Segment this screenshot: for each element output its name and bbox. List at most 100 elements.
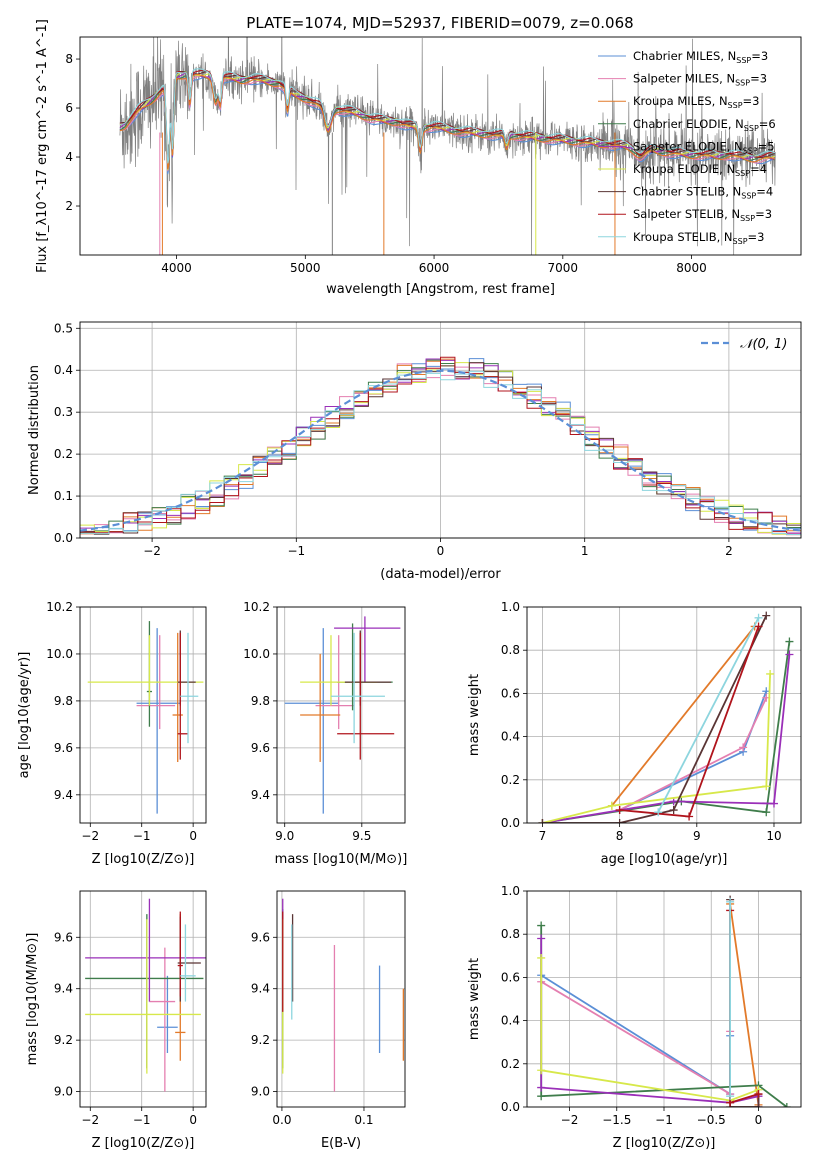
axes-age-vs-mass: 9.0 9.5 9.4 9.6 9.8 10.0 10.2 mass [log10(M/M⊙)… [243,600,407,867]
weight-marker [754,613,763,622]
x-tick-label: −1 [655,1113,673,1127]
y-axis-label: mass weight [467,674,482,756]
x-tick-label: −2 [561,1113,579,1127]
weight-line [542,615,768,823]
weight-line-kroupa-miles [726,899,763,1107]
x-tick-label: −1 [287,544,305,558]
y-tick-label: 10.2 [46,600,73,614]
plot-area [85,898,206,1092]
plot-area [119,37,776,255]
legend-label: Chabrier ELODIE, NSSP=6 [633,117,776,133]
y-tick-label: 0.0 [501,1100,520,1114]
x-tick-label: 0 [189,829,197,843]
axes-weight-vs-age: 7 8 9 10 0.0 0.2 0.4 0.6 0.8 1.0 age [log10(age/yr… [467,600,802,867]
x-tick-label: 4000 [161,261,192,275]
y-axis-label: mass [log10(M/M⊙)] [25,933,40,1066]
x-tick-label: 2 [725,544,733,558]
x-axis-label: wavelength [Angstrom, rest frame] [326,282,555,297]
y-tick-label: 9.0 [251,1085,270,1099]
errorbar-salpeter-stelib [177,911,183,997]
y-tick-label: 10.0 [46,647,73,661]
weight-marker [785,650,794,659]
weight-line-salpeter-elodie [537,934,763,1107]
x-tick-label: 8000 [676,261,707,275]
weight-line-salpeter-stelib [615,622,763,821]
x-tick-label: 9 [693,829,701,843]
weight-line-salpeter-miles [537,977,735,1099]
weight-marker [537,1083,546,1092]
x-tick-label: −0.5 [697,1113,726,1127]
model-spectrum-kroupa-miles [119,73,776,170]
x-axis-label: Z [log10(Z/Z⊙)] [92,1136,195,1151]
y-tick-label: 9.6 [54,930,73,944]
legend-label: Salpeter STELIB, NSSP=3 [633,207,772,223]
weight-marker [607,801,616,810]
x-tick-label: 7 [539,829,547,843]
axes-frame [276,606,406,824]
x-tick-label: −2 [81,829,99,843]
weight-line [657,617,760,813]
errorbar-salpeter-elodie [85,379,203,447]
y-tick-label: 9.2 [54,1033,73,1047]
legend-label: Kroupa ELODIE, NSSP=4 [633,162,767,178]
y-tick-label: 9.2 [251,1033,270,1047]
weight-marker [766,669,775,678]
x-tick-label: 0.0 [272,1113,291,1127]
axes-frame [79,606,207,824]
y-tick-label: 4 [65,150,73,164]
y-tick-label: 2 [65,199,73,213]
weight-line [540,958,759,1102]
x-tick-label: −2 [143,544,161,558]
weight-marker [762,782,771,791]
histogram-kroupa-stelib [80,371,801,536]
weight-marker [762,611,771,620]
x-tick-label: 6000 [419,261,450,275]
errorbar-chabrier-miles [136,628,181,814]
axes-mass-vs-Z: −2 −1 0 9.0 9.2 9.4 9.6 Z [log10(Z/Z⊙)] mass [lo… [25,890,207,1151]
axes-weight-vs-Z: −2 −1.5 −1 −0.5 0 0.0 0.2 0.4 0.6 0.8 1.0 Z [log10(… [467,884,802,1151]
errorbar-kroupa-miles [300,653,341,762]
y-tick-label: 0.6 [501,686,520,700]
x-axis-label: (data-model)/error [380,567,501,582]
errorbar-kroupa-elodie [87,635,204,706]
axes-frame [79,321,802,539]
y-tick-label: 0.8 [501,643,520,657]
axes-frame [79,890,207,1108]
legend-label: Chabrier MILES, NSSP=3 [633,49,768,65]
y-tick-label: 8 [65,52,73,66]
y-tick-label: 1.0 [501,884,520,898]
y-tick-label: 0.0 [501,816,520,830]
plot-area [537,895,791,1107]
y-tick-label: 10.0 [243,647,270,661]
plot-area [80,356,801,536]
y-axis-label: mass weight [467,958,482,1040]
y-tick-label: 9.6 [54,741,73,755]
errorbar-kroupa-stelib [330,632,385,744]
weight-marker [782,1103,791,1107]
y-tick-label: 0.1 [54,489,73,503]
weight-line-chabrier-stelib [538,611,771,823]
errorbar-kroupa-stelib [180,632,199,744]
weight-marker [537,921,546,930]
axes-frame [526,890,802,1108]
x-axis-label: Z [log10(Z/Z⊙)] [92,852,195,867]
y-axis-label: Normed distribution [27,365,42,495]
weight-marker [754,1103,763,1107]
weight-line-kroupa-elodie [537,953,763,1105]
errorbar-chabrier-miles [284,628,339,814]
x-tick-label: 1 [581,544,589,558]
x-tick-label: 10 [766,829,781,843]
axes-frame [79,36,802,256]
y-tick-label: 0.4 [501,730,520,744]
y-tick-label: 10.2 [243,600,270,614]
model-spectrum-salpeter-stelib [119,69,776,167]
axes-frame [526,606,802,824]
y-tick-label: 9.0 [54,1085,73,1099]
errorbar-chabrier-stelib [344,630,392,706]
y-tick-label: 1.0 [501,600,520,614]
weight-marker [615,806,624,815]
y-tick-label: 9.4 [54,788,73,802]
model-spectrum-kroupa-stelib [119,68,776,164]
y-axis-label: age [log10(age/yr)] [17,652,32,779]
y-tick-label: 0.2 [501,1057,520,1071]
